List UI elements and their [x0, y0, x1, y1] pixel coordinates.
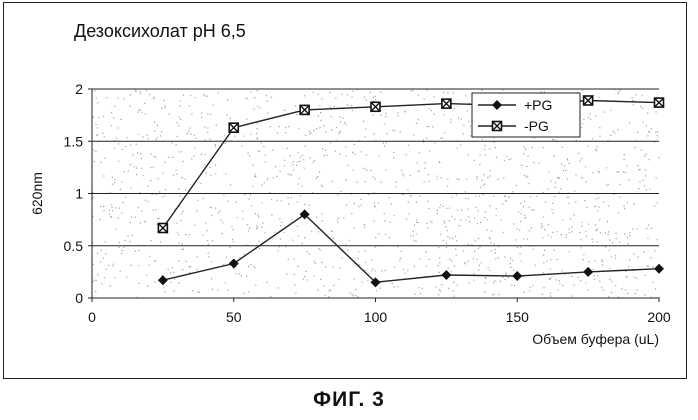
data-point — [158, 275, 168, 285]
chart-title: Дезоксихолат pH 6,5 — [74, 21, 246, 42]
data-point — [229, 123, 238, 132]
x-tick-label: 150 — [506, 309, 530, 325]
data-point — [441, 270, 451, 280]
data-point — [442, 99, 451, 108]
figure-caption: ФИГ. 3 — [0, 388, 698, 412]
y-tick-label: 0 — [75, 290, 83, 306]
chart-frame: 0 0.5 1 1.5 2 0 50 100 150 200 +PG -PG 620nm Объем… — [3, 2, 687, 379]
y-tick-label: 2 — [75, 81, 83, 97]
x-tick-label: 100 — [364, 309, 388, 325]
data-point — [229, 259, 239, 269]
series-layer — [158, 96, 664, 287]
chart-svg: 0 0.5 1 1.5 2 0 50 100 150 200 +PG -PG 620nm Объем… — [4, 3, 688, 380]
legend: +PG -PG — [472, 93, 580, 137]
legend-label: +PG — [524, 97, 552, 113]
x-tick-label: 200 — [647, 309, 671, 325]
y-tick-label: 1 — [75, 186, 83, 202]
data-point — [371, 102, 380, 111]
data-point — [512, 271, 522, 281]
data-point — [583, 267, 593, 277]
y-tick-label: 1.5 — [64, 133, 84, 149]
x-tick-label: 50 — [226, 309, 242, 325]
x-tick-label: 0 — [88, 309, 96, 325]
data-point — [300, 105, 309, 114]
series-1 — [158, 96, 663, 232]
series-0 — [158, 209, 664, 287]
y-axis-label: 620nm — [29, 172, 45, 215]
data-point — [584, 96, 593, 105]
legend-label: -PG — [524, 118, 549, 134]
y-tick-label: 0.5 — [64, 238, 84, 254]
data-point — [654, 264, 664, 274]
data-point — [655, 98, 664, 107]
x-axis-label: Объем буфера (uL) — [532, 331, 659, 347]
series-line — [163, 101, 659, 229]
legend-marker — [493, 122, 502, 131]
data-point — [158, 223, 167, 232]
